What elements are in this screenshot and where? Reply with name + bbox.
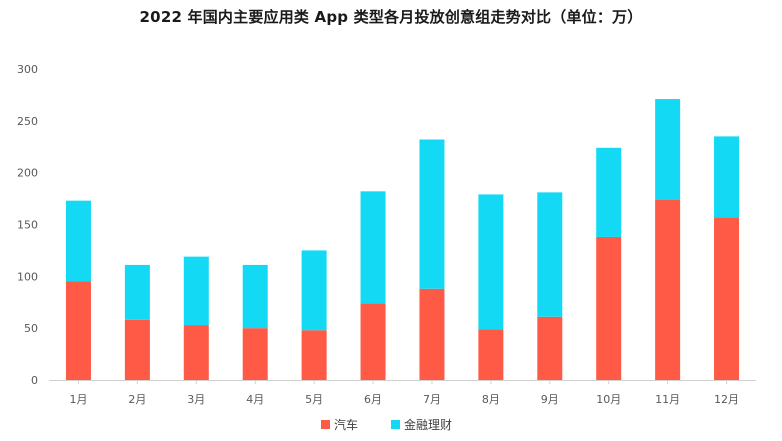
y-tick-label: 50 (24, 322, 38, 335)
x-tick-label: 9月 (541, 393, 559, 406)
bar-finance-6 (360, 191, 386, 304)
bar-auto-6 (360, 303, 386, 380)
x-tick-label: 8月 (482, 393, 500, 406)
bar-auto-2 (124, 319, 150, 380)
x-tick-label: 12月 (714, 393, 739, 406)
bar-finance-9 (537, 192, 563, 317)
bar-finance-3 (183, 256, 209, 326)
x-tick-label: 10月 (596, 393, 621, 406)
bar-finance-12 (714, 136, 740, 218)
legend-label: 汽车 (334, 417, 358, 432)
bar-finance-4 (242, 264, 268, 329)
bar-finance-11 (655, 99, 681, 200)
bar-auto-3 (183, 325, 209, 380)
bar-finance-5 (301, 250, 327, 331)
x-tick-label: 11月 (655, 393, 680, 406)
bar-auto-4 (242, 328, 268, 380)
bar-finance-1 (65, 200, 91, 282)
y-tick-label: 250 (17, 115, 38, 128)
bar-finance-2 (124, 264, 150, 320)
bar-auto-5 (301, 330, 327, 380)
bar-auto-7 (419, 288, 445, 380)
bar-finance-10 (596, 147, 622, 237)
x-tick-label: 4月 (246, 393, 264, 406)
y-tick-label: 200 (17, 167, 38, 180)
chart-title: 2022 年国内主要应用类 App 类型各月投放创意组走势对比（单位：万） (139, 8, 643, 26)
legend-swatch (391, 420, 400, 429)
bar-auto-1 (65, 281, 91, 380)
x-tick-label: 7月 (423, 393, 441, 406)
x-tick-label: 3月 (187, 393, 205, 406)
bars (65, 99, 740, 380)
y-tick-label: 100 (17, 270, 38, 283)
legend-swatch (321, 420, 330, 429)
x-tick-label: 6月 (364, 393, 382, 406)
x-tick-label: 2月 (128, 393, 146, 406)
y-tick-label: 0 (31, 374, 38, 387)
axis-labels: 0 50 100 150 200 250 300 1月 2月 3月 4月 5月 6月 7月 8月 9月 10月 1… (17, 63, 739, 406)
x-tick-label: 1月 (69, 393, 87, 406)
axes (49, 380, 756, 384)
bar-auto-11 (655, 199, 681, 380)
bar-finance-8 (478, 194, 504, 330)
x-tick-label: 5月 (305, 393, 323, 406)
bar-auto-12 (714, 217, 740, 380)
legend: 汽车 金融理财 (321, 417, 452, 432)
legend-label: 金融理财 (404, 417, 452, 432)
bar-auto-10 (596, 236, 622, 380)
bar-auto-8 (478, 329, 504, 380)
y-tick-label: 300 (17, 63, 38, 76)
bar-auto-9 (537, 316, 563, 380)
bar-finance-7 (419, 139, 445, 289)
y-tick-label: 150 (17, 219, 38, 232)
